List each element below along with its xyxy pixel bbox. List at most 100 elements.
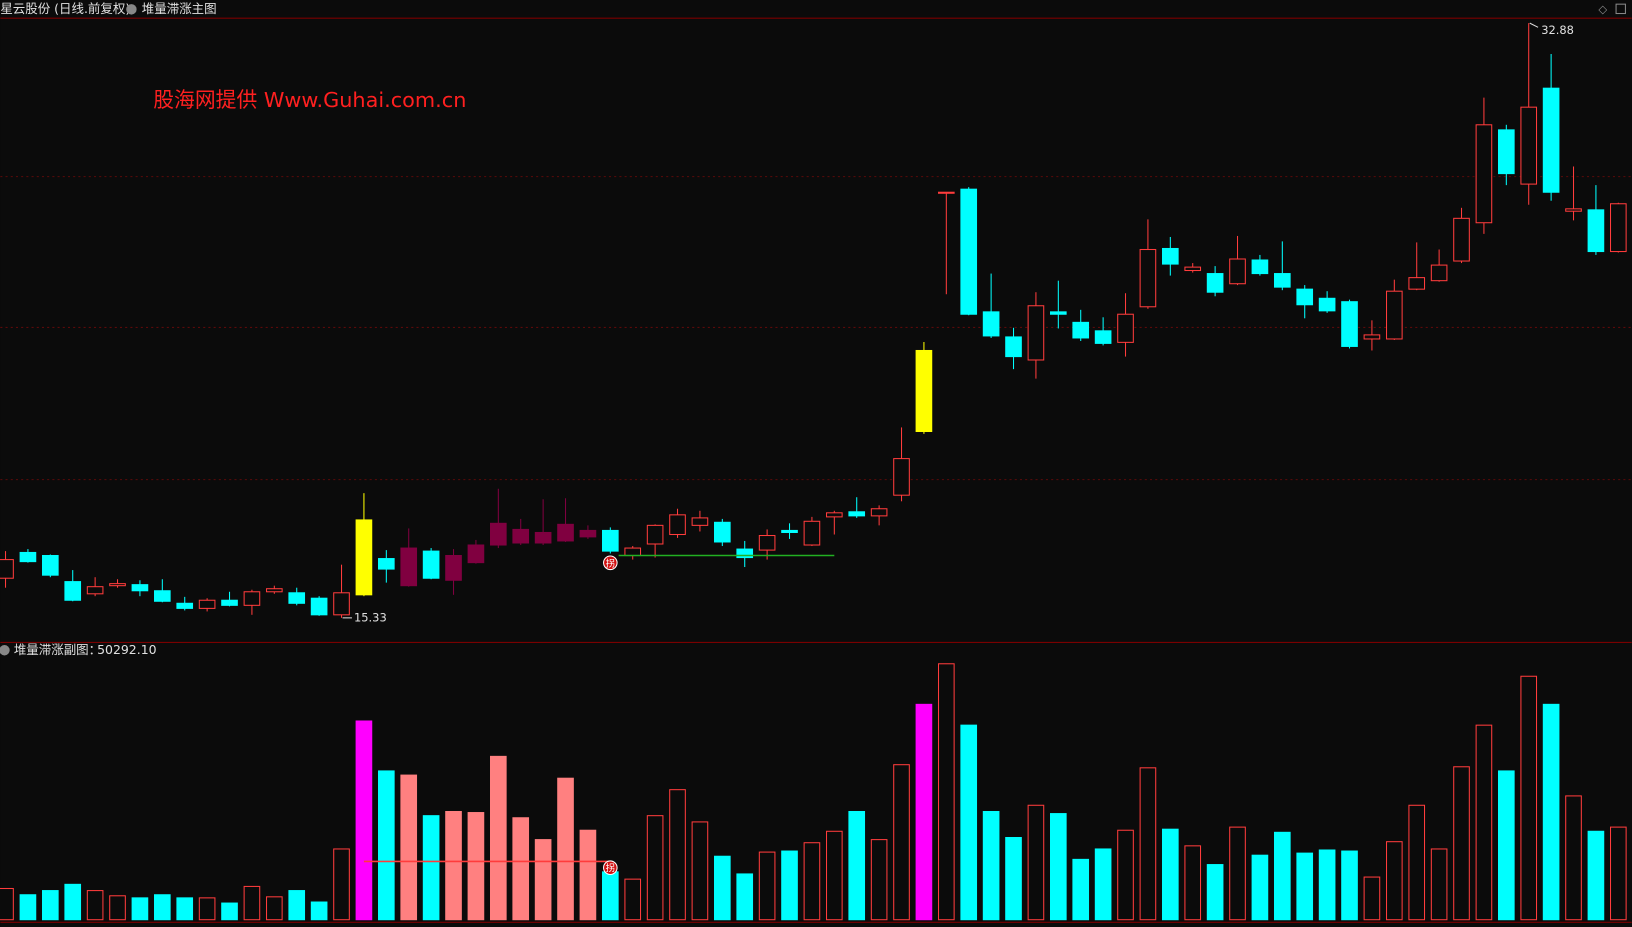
volume-bar xyxy=(557,777,574,921)
candle-body xyxy=(893,458,910,496)
security-title: 星云股份 (日线.前复权) xyxy=(0,1,130,16)
candle-body xyxy=(400,547,418,587)
candle-body xyxy=(422,550,440,579)
candle-body xyxy=(624,547,642,557)
candle-body xyxy=(1072,321,1090,339)
candle-body xyxy=(1139,248,1157,308)
candle-body xyxy=(310,597,328,616)
candle-body xyxy=(42,554,59,576)
volume-bar xyxy=(221,902,238,921)
volume-bar xyxy=(243,885,261,921)
volume-bar xyxy=(1363,876,1381,921)
candle-body xyxy=(19,551,37,563)
volume-bar xyxy=(1475,724,1493,921)
candle-body xyxy=(803,520,821,546)
candle-body xyxy=(1497,129,1515,175)
volume-bar xyxy=(848,810,866,921)
candle-body xyxy=(870,508,888,517)
candle-body xyxy=(1273,273,1291,288)
volume-bar xyxy=(870,839,888,921)
signal-marker xyxy=(603,555,618,571)
volume-bar xyxy=(1072,858,1090,921)
volume-bar xyxy=(355,720,373,921)
volume-bar xyxy=(669,789,686,921)
sub-indicator-title: 堆量滞涨副图： xyxy=(14,642,101,657)
candle-body xyxy=(512,528,530,544)
volume-bar xyxy=(1520,675,1538,921)
candle-body xyxy=(960,188,978,315)
volume-bar xyxy=(825,830,843,921)
candle-body xyxy=(937,191,955,194)
volume-bar xyxy=(1609,826,1627,921)
volume-bar xyxy=(154,894,171,921)
volume-bar xyxy=(534,839,552,921)
indicator-icon xyxy=(126,4,137,15)
candle-body xyxy=(355,519,373,596)
signal-marker-label: 拐 xyxy=(606,862,615,874)
volume-bar xyxy=(1161,828,1179,921)
volume-bar xyxy=(1049,813,1067,921)
volume-bar xyxy=(378,770,395,921)
indicator-icon xyxy=(0,645,10,656)
volume-bar xyxy=(1453,766,1470,921)
candle-body xyxy=(1363,334,1381,340)
volume-bar xyxy=(736,873,754,921)
volume-bar xyxy=(1296,852,1314,921)
candle-body xyxy=(109,583,126,587)
candle-body xyxy=(601,529,619,552)
candle-body xyxy=(1117,313,1134,343)
signal-marker xyxy=(603,860,618,875)
candle-body xyxy=(221,599,238,606)
candle-body xyxy=(86,586,104,595)
volume-bar xyxy=(713,855,731,921)
volume-bar xyxy=(131,897,149,921)
volume-bar xyxy=(1184,845,1202,921)
candle-body xyxy=(1520,106,1538,185)
candle-body xyxy=(1296,288,1314,306)
volume-bar xyxy=(176,897,194,921)
volume-bar xyxy=(64,883,82,921)
candle-body xyxy=(1565,208,1582,212)
candle-body xyxy=(982,311,1000,337)
candle-body xyxy=(646,524,664,545)
volume-bar xyxy=(915,703,933,921)
candle-body xyxy=(758,535,776,551)
candle-body xyxy=(176,602,194,609)
window-icon[interactable] xyxy=(1615,3,1626,15)
volume-bar xyxy=(400,774,418,921)
volume-bar xyxy=(266,896,283,921)
volume-bar xyxy=(893,764,910,921)
candle-body xyxy=(736,548,754,559)
candle-body xyxy=(848,511,866,517)
candle-body xyxy=(825,512,843,518)
watermark: 股海网提供 Www.Guhai.com.cn xyxy=(153,88,466,112)
volume-bar xyxy=(467,812,485,921)
candle-body xyxy=(198,599,216,609)
volume-bar xyxy=(489,755,507,921)
candle-body xyxy=(467,544,485,564)
volume-bar xyxy=(781,850,798,921)
volume-bar xyxy=(1094,848,1112,921)
candle-body xyxy=(1318,297,1336,312)
high-label: 32.88 xyxy=(1541,23,1574,37)
volume-bar xyxy=(1318,849,1336,921)
volume-bar xyxy=(1542,703,1560,921)
candle-body xyxy=(1094,330,1112,344)
candle-body xyxy=(534,531,552,544)
volume-bar xyxy=(1251,854,1269,921)
candle-body xyxy=(333,592,350,616)
candle-body xyxy=(1229,258,1246,285)
volume-bar xyxy=(691,821,709,921)
volume-bar xyxy=(109,895,126,921)
volume-bar xyxy=(646,815,664,921)
volume-bar xyxy=(937,663,955,921)
candle-body xyxy=(1027,305,1045,361)
candle-body xyxy=(1206,273,1224,293)
volume-bar xyxy=(1027,804,1045,921)
volume-bar xyxy=(1587,830,1605,921)
low-label: 15.33 xyxy=(354,610,387,624)
window-icon[interactable]: ◇ xyxy=(1598,2,1607,16)
